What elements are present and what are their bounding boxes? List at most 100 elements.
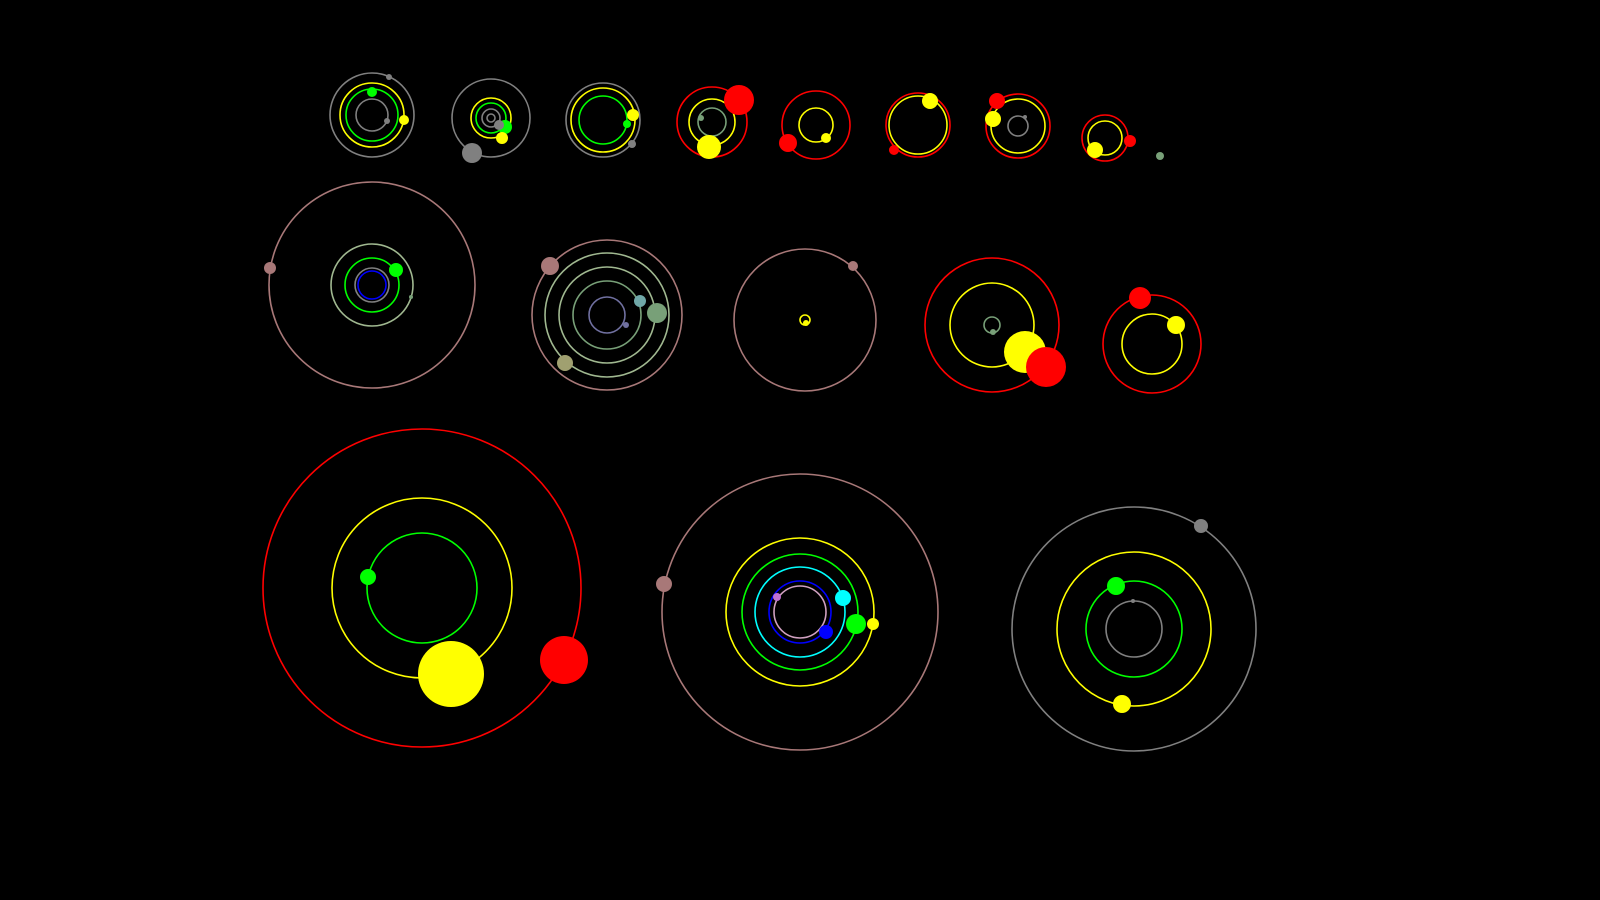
orbit-ring <box>355 98 389 132</box>
planetary-system <box>885 92 951 158</box>
orbit-ring <box>949 282 1035 368</box>
planetary-system <box>264 181 476 389</box>
planetary-system <box>1102 287 1202 394</box>
planetary-system <box>656 473 939 751</box>
planet <box>1167 316 1185 334</box>
orbit-ring <box>1011 506 1257 752</box>
planet <box>1107 577 1125 595</box>
orbit-ring <box>357 270 387 300</box>
planet <box>1113 695 1131 713</box>
planetary-system <box>985 93 1051 159</box>
orbit-ring <box>1056 551 1212 707</box>
planetary-system <box>1156 152 1164 160</box>
orbit-ring <box>588 296 626 334</box>
orbit-ring <box>798 107 834 143</box>
planet <box>835 590 851 606</box>
planet <box>494 120 504 130</box>
orbit-ring <box>888 95 948 155</box>
orbit-ring <box>885 92 951 158</box>
planet <box>1124 135 1136 147</box>
planetary-system <box>733 248 877 392</box>
planet <box>360 569 376 585</box>
planet <box>656 576 672 592</box>
planet <box>627 109 639 121</box>
orbit-ring <box>725 537 875 687</box>
orbit-ring <box>781 90 851 160</box>
orbit-ring <box>544 252 670 378</box>
orbit-ring <box>768 580 832 644</box>
planet <box>634 295 646 307</box>
planet <box>1156 152 1164 160</box>
planet <box>989 93 1005 109</box>
planet <box>1129 287 1151 309</box>
orbit-ring <box>1007 115 1029 137</box>
planet <box>541 257 559 275</box>
orbit-ring <box>1087 120 1123 156</box>
orbit-ring <box>268 181 476 389</box>
planet <box>990 329 996 335</box>
planetary-system <box>1081 114 1136 162</box>
planetary-system <box>779 90 851 160</box>
orbit-ring <box>451 78 531 158</box>
orbit-ring <box>570 87 636 153</box>
planet <box>779 134 797 152</box>
orbit-ring <box>661 473 939 751</box>
planet <box>647 303 667 323</box>
planet <box>462 143 482 163</box>
planet <box>773 593 781 601</box>
planet <box>628 140 636 148</box>
planet <box>399 115 409 125</box>
planetary-system <box>924 257 1066 393</box>
planetary-system <box>1011 506 1257 752</box>
planet <box>367 87 377 97</box>
planet <box>889 145 899 155</box>
orbit-ring <box>733 248 877 392</box>
orbit-ring <box>475 102 507 134</box>
planet <box>1131 599 1135 603</box>
orbit-ring <box>924 257 1060 393</box>
orbit-ring <box>329 72 415 158</box>
planet <box>821 133 831 143</box>
orbit-ring <box>578 95 628 145</box>
orbit-ring <box>354 267 390 303</box>
planet <box>384 118 390 124</box>
orbit-ring <box>1105 600 1163 658</box>
orbit-ring <box>697 107 727 137</box>
planet <box>1194 519 1208 533</box>
planetary-system <box>565 82 641 158</box>
planet <box>557 355 573 371</box>
planet <box>697 135 721 159</box>
planet <box>264 262 276 274</box>
orbit-ring <box>754 566 846 658</box>
orbit-ring <box>741 553 859 671</box>
planetary-system <box>676 85 754 159</box>
orbit-ring <box>531 239 683 391</box>
orbit-ring <box>486 113 496 123</box>
orbit-ring <box>481 108 501 128</box>
planetary-system <box>262 428 588 748</box>
planet <box>623 120 631 128</box>
planet <box>496 132 508 144</box>
orbit-ring <box>330 243 414 327</box>
planet <box>623 322 629 328</box>
orbit-ring <box>1085 580 1183 678</box>
planetary-system <box>451 78 531 163</box>
planet <box>819 625 833 639</box>
orbit-ring <box>331 497 513 679</box>
planet <box>867 618 879 630</box>
orbit-ring <box>366 532 478 644</box>
planet <box>386 74 392 80</box>
orbit-ring <box>1121 313 1183 375</box>
orbit-ring <box>773 585 827 639</box>
planet <box>409 295 413 299</box>
planet <box>846 614 866 634</box>
planetary-system <box>531 239 683 391</box>
orbit-ring <box>985 93 1051 159</box>
orbit-ring <box>470 97 512 139</box>
planet <box>848 261 858 271</box>
orbit-ring <box>344 257 400 313</box>
planetary-system <box>329 72 415 158</box>
orbit-ring <box>565 82 641 158</box>
planet <box>1087 142 1103 158</box>
